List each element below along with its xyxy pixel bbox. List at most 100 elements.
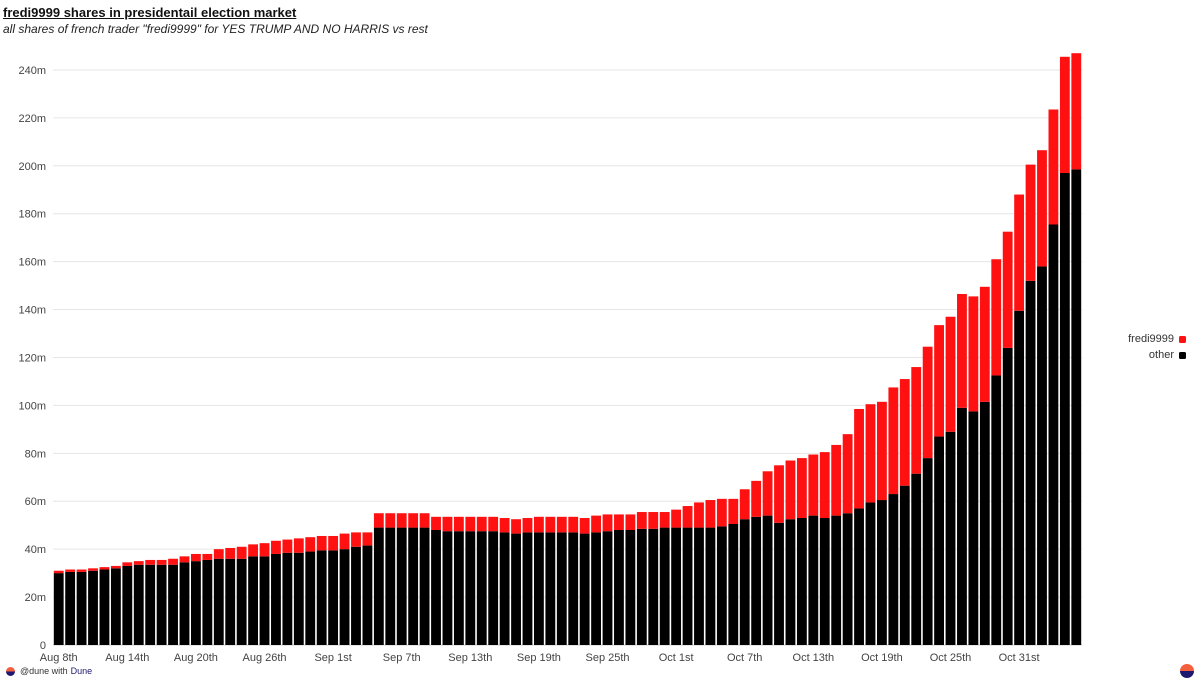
- bar-fredi9999: [236, 546, 247, 559]
- bar-other: [305, 551, 316, 645]
- bar-other: [225, 558, 236, 645]
- bar-other: [179, 562, 190, 645]
- bar-fredi9999: [99, 567, 110, 570]
- bar-fredi9999: [476, 516, 487, 532]
- bar-fredi9999: [659, 512, 670, 528]
- bar-other: [808, 515, 819, 645]
- bar-fredi9999: [831, 444, 842, 516]
- bar-other: [465, 531, 476, 645]
- bar-fredi9999: [568, 516, 579, 533]
- bar-fredi9999: [739, 489, 750, 520]
- legend: fredi9999 other: [1128, 331, 1186, 363]
- bar-fredi9999: [636, 512, 647, 529]
- bar-other: [522, 532, 533, 645]
- bar-fredi9999: [385, 513, 396, 528]
- legend-item-other[interactable]: other: [1128, 347, 1186, 363]
- bar-fredi9999: [957, 293, 967, 408]
- bar-fredi9999: [179, 556, 190, 563]
- x-tick-label: Oct 19th: [861, 652, 903, 664]
- bar-fredi9999: [774, 465, 784, 523]
- legend-item-fredi9999[interactable]: fredi9999: [1128, 331, 1186, 347]
- bar-other: [259, 556, 270, 645]
- x-tick-label: Oct 7th: [727, 652, 762, 664]
- bar-fredi9999: [682, 506, 693, 528]
- bar-fredi9999: [979, 286, 990, 402]
- bar-fredi9999: [488, 516, 499, 532]
- bar-fredi9999: [522, 518, 533, 533]
- x-tick-label: Oct 1st: [659, 652, 694, 664]
- bar-other: [774, 522, 784, 645]
- bar-fredi9999: [76, 569, 87, 572]
- chart-title: fredi9999 shares in presidentail electio…: [3, 5, 297, 20]
- bar-fredi9999: [854, 408, 864, 509]
- bar-fredi9999: [213, 549, 224, 559]
- bar-fredi9999: [316, 535, 327, 551]
- bar-fredi9999: [625, 514, 636, 530]
- bar-other: [739, 519, 750, 645]
- bars: [53, 53, 1082, 646]
- bar-fredi9999: [808, 454, 819, 516]
- bar-fredi9999: [945, 316, 956, 432]
- x-tick-label: Sep 1st: [314, 652, 351, 664]
- bar-other: [53, 573, 64, 645]
- bar-other: [579, 533, 590, 645]
- footer-brand-link[interactable]: Dune: [70, 666, 93, 676]
- bar-fredi9999: [511, 519, 521, 534]
- bar-fredi9999: [602, 514, 613, 532]
- bar-other: [373, 527, 384, 645]
- bar-other: [419, 527, 430, 645]
- bar-fredi9999: [465, 516, 476, 532]
- bar-other: [979, 401, 990, 645]
- bar-other: [339, 549, 350, 645]
- bar-fredi9999: [145, 559, 156, 565]
- bar-fredi9999: [865, 404, 876, 503]
- bar-other: [156, 564, 167, 645]
- bar-other: [1025, 280, 1036, 645]
- bar-other: [133, 564, 144, 645]
- dune-corner-logo-icon[interactable]: [1180, 664, 1194, 678]
- bar-fredi9999: [110, 565, 121, 569]
- bar-fredi9999: [259, 543, 270, 557]
- bar-fredi9999: [248, 544, 258, 557]
- bar-fredi9999: [614, 514, 624, 530]
- bar-other: [682, 527, 693, 645]
- bar-fredi9999: [133, 561, 144, 565]
- bar-other: [888, 494, 899, 645]
- bar-other: [293, 552, 304, 645]
- bar-other: [362, 545, 373, 645]
- x-tick-label: Sep 19th: [517, 652, 561, 664]
- bar-fredi9999: [168, 558, 178, 565]
- bar-fredi9999: [1059, 56, 1070, 173]
- bar-other: [568, 532, 579, 645]
- bar-fredi9999: [751, 480, 762, 517]
- x-tick-label: Sep 25th: [585, 652, 629, 664]
- bar-fredi9999: [705, 500, 716, 528]
- bar-other: [453, 531, 464, 645]
- x-tick-label: Aug 8th: [40, 652, 78, 664]
- bar-other: [499, 532, 510, 645]
- bar-other: [957, 407, 967, 645]
- bar-other: [648, 528, 659, 645]
- bar-other: [328, 550, 339, 645]
- bar-other: [1048, 224, 1059, 645]
- bar-fredi9999: [534, 516, 544, 533]
- bar-fredi9999: [499, 518, 510, 533]
- bar-other: [431, 529, 441, 645]
- bar-other: [396, 527, 407, 645]
- y-tick-label: 140m: [18, 305, 46, 317]
- bar-fredi9999: [545, 516, 556, 533]
- bar-other: [785, 519, 796, 645]
- bar-fredi9999: [282, 539, 293, 553]
- bar-other: [168, 564, 178, 645]
- bar-other: [556, 532, 567, 645]
- bar-fredi9999: [671, 509, 682, 528]
- x-tick-label: Aug 14th: [105, 652, 149, 664]
- bar-fredi9999: [888, 387, 899, 495]
- x-tick-label: Aug 26th: [242, 652, 286, 664]
- bar-fredi9999: [191, 553, 201, 562]
- bar-other: [88, 570, 98, 645]
- x-tick-label: Sep 7th: [383, 652, 421, 664]
- bar-other: [202, 559, 213, 645]
- y-tick-label: 60m: [25, 496, 46, 508]
- gridlines: [53, 69, 1082, 646]
